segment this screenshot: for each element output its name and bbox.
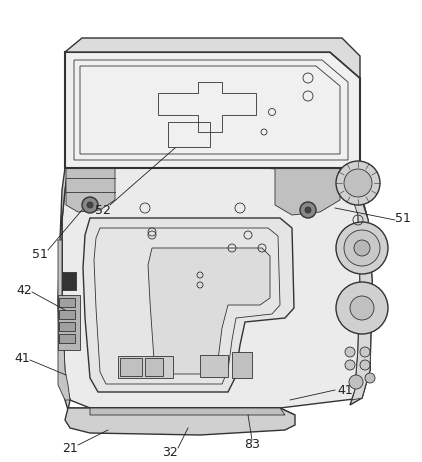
Polygon shape [148, 248, 270, 374]
Bar [118, 356, 173, 378]
Polygon shape [65, 52, 360, 168]
Circle shape [354, 240, 370, 256]
Text: 32: 32 [162, 445, 178, 458]
Text: 51: 51 [395, 212, 411, 225]
Bar [145, 358, 163, 376]
Polygon shape [348, 185, 372, 400]
Polygon shape [62, 168, 372, 408]
Polygon shape [68, 408, 295, 422]
Circle shape [87, 202, 93, 208]
Polygon shape [275, 168, 340, 215]
Text: 52: 52 [95, 203, 111, 217]
Polygon shape [335, 168, 372, 405]
Text: 51: 51 [32, 248, 48, 261]
Circle shape [344, 230, 380, 266]
Bar [59, 334, 75, 343]
Circle shape [305, 207, 311, 213]
Text: 83: 83 [244, 438, 260, 451]
Circle shape [365, 373, 375, 383]
Circle shape [345, 347, 355, 357]
Bar [58, 295, 80, 350]
Polygon shape [65, 408, 295, 435]
Circle shape [300, 202, 316, 218]
Bar [232, 352, 252, 378]
Polygon shape [65, 165, 348, 190]
Circle shape [349, 375, 363, 389]
Circle shape [344, 169, 372, 197]
Text: 42: 42 [16, 284, 32, 297]
Circle shape [350, 296, 374, 320]
Bar [59, 298, 75, 307]
Bar [120, 358, 142, 376]
Text: 21: 21 [62, 443, 78, 456]
Bar [59, 310, 75, 319]
Bar [59, 322, 75, 331]
Circle shape [82, 197, 98, 213]
Polygon shape [58, 168, 70, 410]
Circle shape [336, 282, 388, 334]
Circle shape [360, 347, 370, 357]
Circle shape [360, 360, 370, 370]
Polygon shape [66, 168, 115, 212]
Polygon shape [83, 218, 294, 392]
Bar [62, 272, 76, 290]
Circle shape [336, 222, 388, 274]
Circle shape [345, 360, 355, 370]
Polygon shape [65, 38, 360, 78]
Polygon shape [90, 408, 285, 415]
Text: 41: 41 [14, 352, 30, 365]
Text: 41: 41 [337, 383, 353, 396]
Polygon shape [58, 240, 70, 400]
Circle shape [336, 161, 380, 205]
Bar [200, 355, 228, 377]
